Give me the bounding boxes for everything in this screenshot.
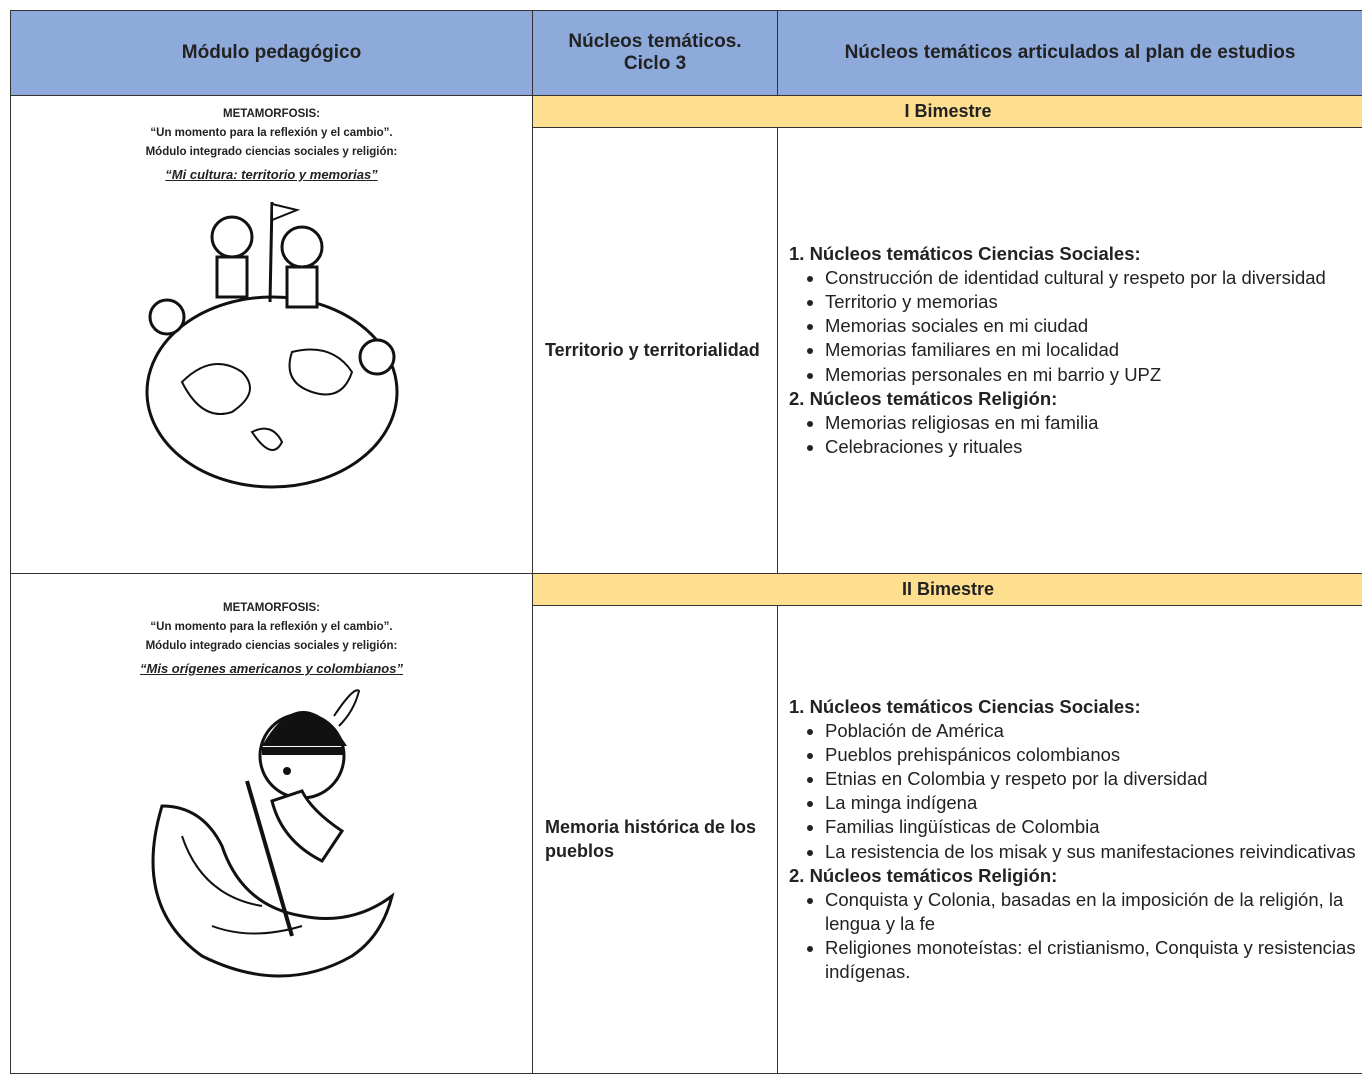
core-cell: Territorio y territorialidad: [533, 128, 778, 573]
header-text: Ciclo 3: [623, 53, 687, 74]
module-line: Módulo integrado ciencias sociales y rel…: [145, 146, 398, 158]
module-title: “Mis orígenes americanos y colombianos”: [140, 661, 403, 676]
topic-item: Territorio y memorias: [825, 290, 1359, 314]
topic-item: Memorias sociales en mi ciudad: [825, 314, 1359, 338]
topic-item: Memorias religiosas en mi familia: [825, 411, 1359, 435]
table-row: METAMORFOSIS: “Un momento para la reflexi…: [10, 96, 1362, 574]
topic-item: Memorias familiares en mi localidad: [825, 338, 1359, 362]
module-line: “Un momento para la reflexión y el cambi…: [150, 127, 393, 139]
module-line: METAMORFOSIS:: [223, 602, 320, 614]
header-cell: Núcleos temáticos. Ciclo 3: [533, 11, 778, 95]
core-cell: Memoria histórica de los pueblos: [533, 606, 778, 1073]
topic-item: Etnias en Colombia y respeto por la dive…: [825, 767, 1359, 791]
module-line: METAMORFOSIS:: [223, 108, 320, 120]
topic-item: Celebraciones y rituales: [825, 435, 1359, 459]
topic-item: Familias lingüísticas de Colombia: [825, 815, 1359, 839]
header-text: Núcleos temáticos.: [568, 31, 742, 52]
topic-list: Población de AméricaPueblos prehispánico…: [789, 719, 1359, 863]
topic-item: Memorias personales en mi barrio y UPZ: [825, 363, 1359, 387]
group-heading: 2. Núcleos temáticos Religión:: [789, 387, 1058, 409]
group-heading: 1. Núcleos temáticos Ciencias Sociales:: [789, 243, 1141, 265]
topic-list: Conquista y Colonia, basadas en la impos…: [789, 888, 1359, 984]
document: Módulo pedagógico Núcleos temáticos. Ciclo…: [10, 10, 1362, 1074]
topic-item: Construcción de identidad cultural y res…: [825, 266, 1359, 290]
topic-list: Memorias religiosas en mi familiaCelebra…: [789, 411, 1359, 459]
period-band: I Bimestre: [533, 96, 1362, 128]
module-cell: METAMORFOSIS: “Un momento para la reflexi…: [11, 96, 533, 573]
topic-list: Construcción de identidad cultural y res…: [789, 266, 1359, 386]
header-row: Módulo pedagógico Núcleos temáticos. Ciclo…: [10, 10, 1362, 96]
topic-item: Población de América: [825, 719, 1359, 743]
header-text: Módulo pedagógico: [181, 42, 362, 63]
module-line: “Un momento para la reflexión y el cambi…: [150, 621, 393, 633]
group-heading: 1. Núcleos temáticos Ciencias Sociales:: [789, 696, 1141, 718]
illustration: [151, 689, 394, 978]
topic-item: La resistencia de los misak y sus manife…: [825, 840, 1359, 864]
module-line: Módulo integrado ciencias sociales y rel…: [145, 640, 398, 652]
topic-item: Pueblos prehispánicos colombianos: [825, 743, 1359, 767]
header-cell: Núcleos temáticos articulados al plan de…: [778, 11, 1362, 95]
topic-item: La minga indígena: [825, 791, 1359, 815]
header-text: Núcleos temáticos articulados al plan de…: [844, 42, 1296, 63]
header-cell: Módulo pedagógico: [11, 11, 533, 95]
topic-item: Conquista y Colonia, basadas en la impos…: [825, 888, 1359, 936]
module-cell: METAMORFOSIS: “Un momento para la reflexi…: [11, 574, 533, 1073]
topics-cell: 1. Núcleos temáticos Ciencias Sociales:C…: [778, 128, 1362, 573]
topic-item: Religiones monoteístas: el cristianismo,…: [825, 936, 1359, 984]
module-title: “Mi cultura: territorio y memorias”: [165, 167, 378, 182]
group-heading: 2. Núcleos temáticos Religión:: [789, 864, 1058, 886]
illustration: [145, 201, 398, 489]
period-band: II Bimestre: [533, 574, 1362, 606]
table-row: METAMORFOSIS: “Un momento para la reflexi…: [10, 574, 1362, 1074]
topics-cell: 1. Núcleos temáticos Ciencias Sociales:P…: [778, 606, 1362, 1073]
